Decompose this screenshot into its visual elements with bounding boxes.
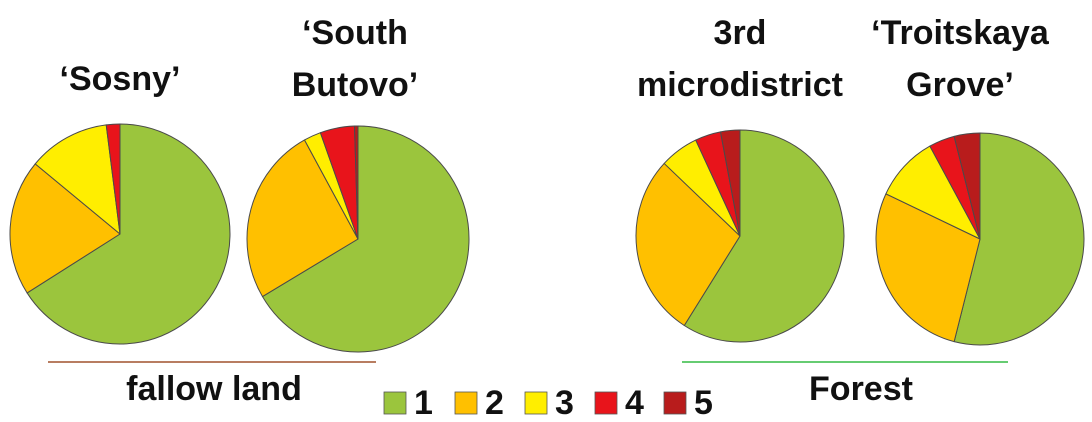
pies-layer bbox=[9, 123, 1085, 353]
pie-3-title-line-1: 3rd bbox=[714, 14, 767, 52]
pie-4-title-line-2: Grove’ bbox=[906, 66, 1014, 104]
pie-4-slice-1 bbox=[953, 132, 1085, 346]
pie-1-slice-3 bbox=[34, 124, 121, 235]
legend-label-4: 4 bbox=[625, 384, 644, 422]
pie-2-slice-5 bbox=[354, 125, 359, 240]
legend-label-3: 3 bbox=[555, 384, 574, 422]
legend-label-1: 1 bbox=[414, 384, 433, 422]
pie-1-slice-1 bbox=[26, 123, 231, 345]
legend-label-5: 5 bbox=[694, 384, 713, 422]
pie-4-slice-5 bbox=[953, 132, 981, 240]
pie-2-slice-2 bbox=[246, 139, 359, 298]
legend-swatch-5 bbox=[663, 391, 687, 415]
pie-1-slice-2 bbox=[9, 163, 121, 294]
legend-swatch-1 bbox=[383, 391, 407, 415]
legend: 1 2 3 4 5 bbox=[383, 384, 713, 422]
pie-4-slice-2 bbox=[875, 193, 981, 343]
titles-layer: ‘Sosny’ ‘South Butovo’ 3rd microdistrict ‘Tro… bbox=[60, 14, 1050, 104]
pie-3-title-line-2: microdistrict bbox=[637, 66, 843, 104]
pie-2-title-line-1: ‘South bbox=[302, 14, 408, 52]
pie-3-slice-2 bbox=[635, 162, 741, 326]
pie-3-slice-5 bbox=[720, 129, 741, 237]
legend-label-2: 2 bbox=[485, 384, 504, 422]
pie-1-title-line-1: ‘Sosny’ bbox=[60, 60, 181, 98]
legend-swatch-2 bbox=[454, 391, 478, 415]
pie-2-title-line-2: Butovo’ bbox=[292, 66, 419, 104]
group-label-forest: Forest bbox=[809, 370, 913, 408]
legend-swatch-3 bbox=[524, 391, 548, 415]
pie-3-slice-1 bbox=[683, 129, 845, 343]
pie-2-slice-1 bbox=[261, 125, 470, 353]
legend-swatch-4 bbox=[594, 391, 618, 415]
pie-1-slice-4 bbox=[105, 123, 121, 235]
group-label-fallow-land: fallow land bbox=[126, 370, 302, 408]
pie-4-title-line-1: ‘Troitskaya bbox=[871, 14, 1050, 52]
